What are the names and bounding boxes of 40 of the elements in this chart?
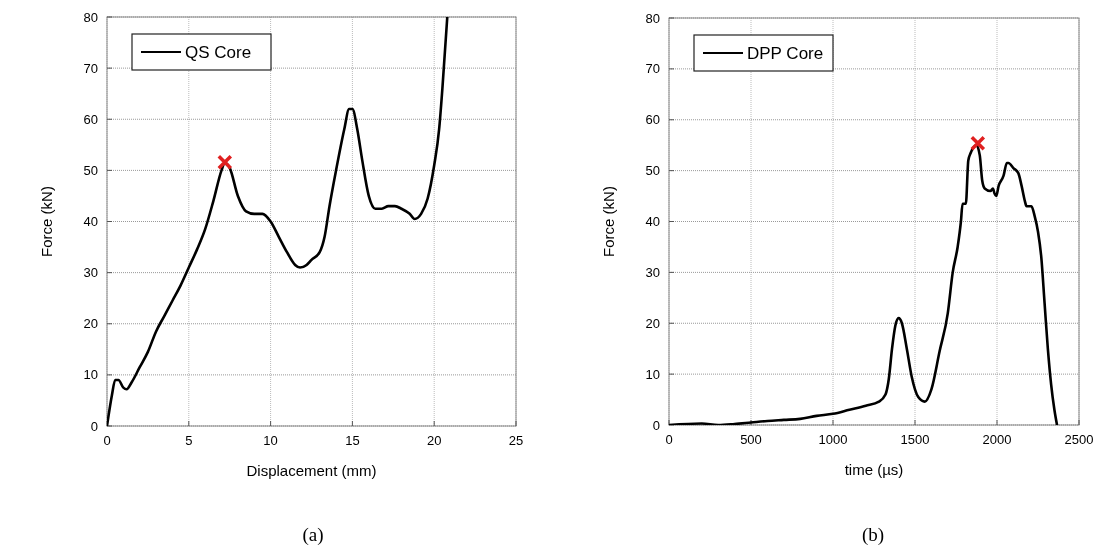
text: (b)	[861, 524, 885, 546]
x-axis-title: Displacement (mm)	[246, 462, 377, 479]
y-tick-label: 20	[645, 315, 660, 331]
y-tick-label: 70	[83, 60, 98, 76]
y-axis-title: Force (kN)	[38, 186, 55, 257]
line-series	[107, 17, 449, 426]
legend-label: DPP Core	[747, 44, 824, 63]
text: (a)	[302, 524, 324, 546]
y-tick-label: 30	[645, 264, 660, 280]
y-tick-label: 30	[83, 265, 98, 281]
y-tick-label: 80	[83, 9, 98, 25]
x-tick-label: 1000	[818, 432, 848, 447]
y-tick-label: 40	[83, 214, 98, 229]
x-tick-label: 0	[103, 433, 111, 448]
x-tick-label: 25	[508, 433, 524, 448]
x-tick-label: 500	[740, 432, 762, 447]
y-tick-label: 70	[645, 61, 660, 77]
x-tick-label: 0	[665, 432, 673, 447]
y-tick-label: 80	[645, 10, 660, 26]
y-tick-label: 10	[645, 366, 660, 382]
y-tick-label: 40	[645, 214, 660, 229]
x-tick-label: 5	[185, 433, 193, 448]
y-tick-label: 50	[645, 163, 660, 179]
x-tick-label: 1500	[900, 432, 930, 447]
y-tick-label: 20	[83, 316, 98, 332]
y-tick-label: 0	[652, 417, 660, 433]
y-tick-label: 10	[83, 367, 98, 383]
x-tick-label: 15	[345, 433, 360, 448]
x-axis-title: time (µs)	[844, 461, 904, 478]
y-axis-title: Force (kN)	[600, 186, 617, 257]
y-tick-label: 60	[83, 111, 98, 127]
x-tick-label: 10	[263, 433, 278, 448]
y-tick-label: 50	[83, 162, 98, 178]
x-tick-label: 2500	[1064, 432, 1094, 447]
y-tick-label: 60	[645, 112, 660, 128]
x-tick-label: 20	[426, 433, 442, 448]
x-tick-label: 2000	[982, 432, 1012, 447]
line-series	[669, 143, 1059, 425]
y-tick-label: 0	[90, 418, 98, 434]
legend-label: QS Core	[185, 43, 252, 62]
